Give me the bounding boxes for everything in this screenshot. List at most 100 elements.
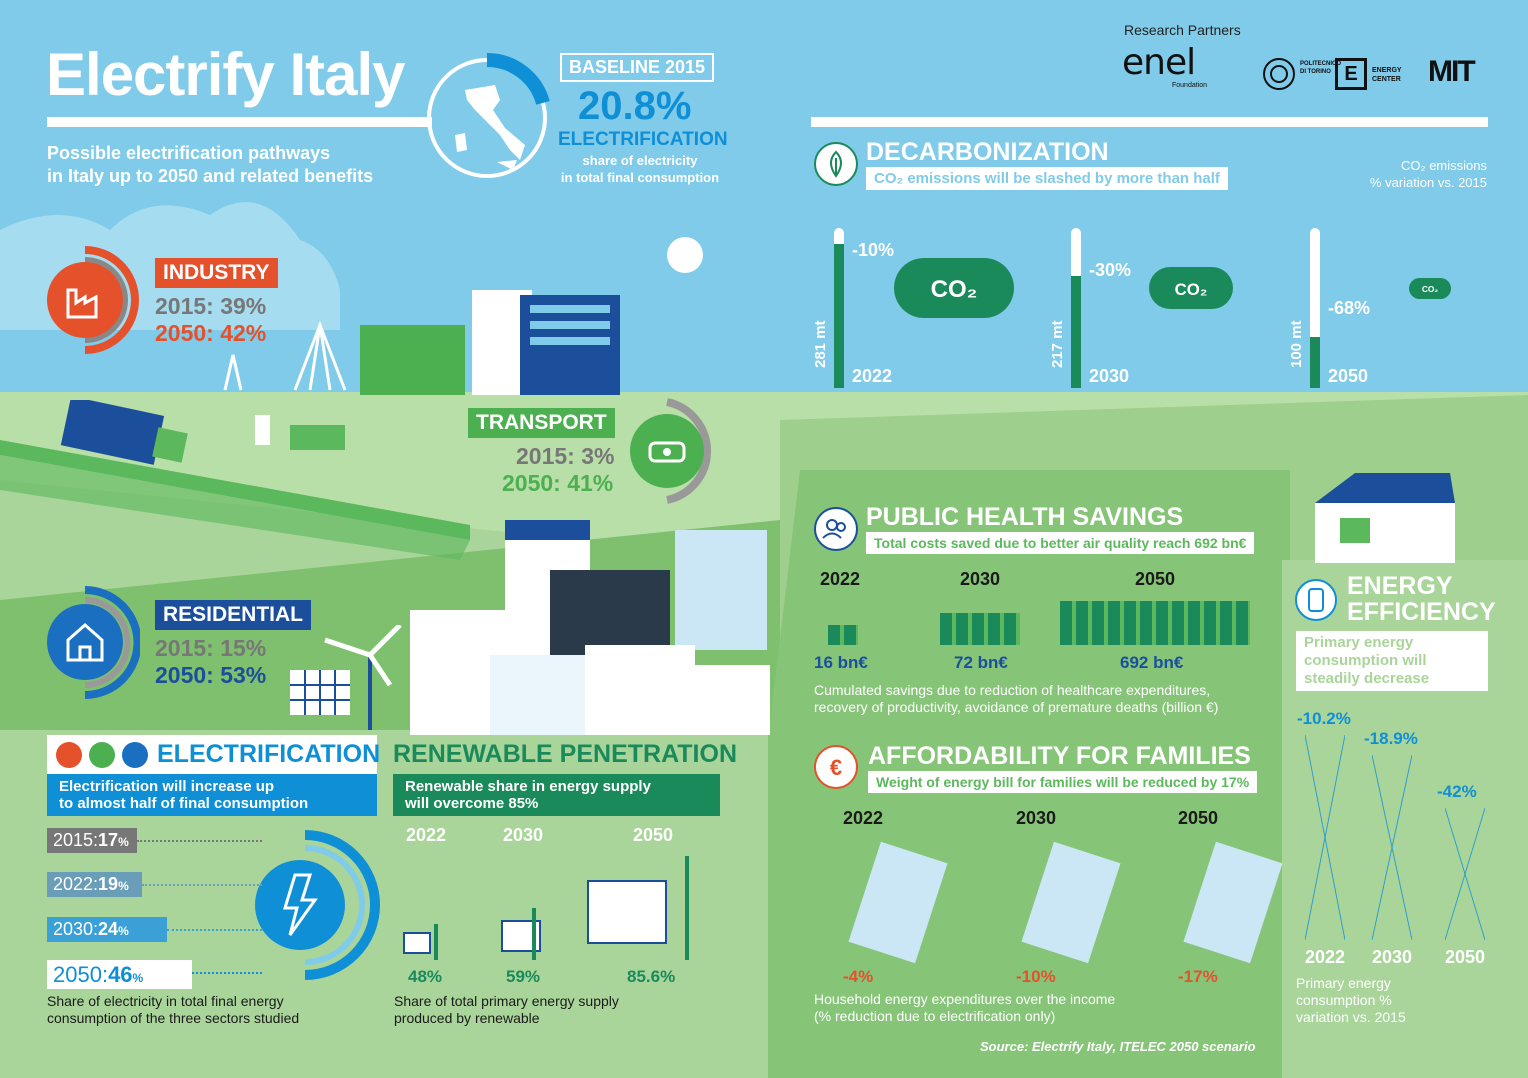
mit-logo: MIT: [1428, 55, 1476, 88]
transport-2015: 2015: 3%: [516, 443, 615, 469]
leaf-icon: [814, 142, 858, 186]
industry-2015: 2015: 39%: [155, 293, 267, 319]
health-value: 72 bn€: [954, 653, 1008, 672]
wind-turbine-icon: [532, 908, 536, 960]
efficiency-title: ENERGY EFFICIENCY: [1347, 572, 1496, 626]
health-year: 2030: [960, 569, 1001, 589]
health-value: 16 bn€: [814, 653, 868, 672]
money-stack-icon: [940, 613, 1020, 645]
energy-center-text: ENERGY CENTER: [1372, 67, 1402, 83]
battery-icon: [1295, 579, 1337, 621]
efficiency-spike-icon: [1372, 755, 1412, 940]
page-title: Electrify Italy: [46, 41, 406, 108]
renewable-value: 48%: [408, 967, 443, 986]
co2-bar-value: 217 mt: [1049, 320, 1066, 368]
electrification-row: 2050:46%: [47, 960, 192, 989]
co2-bar-fill: [834, 244, 844, 388]
baseline-desc: share of electricity in total final cons…: [560, 153, 720, 185]
co2-cloud-icon: [894, 258, 1014, 318]
electrification-row-value: 24: [98, 919, 119, 939]
afford-year: 2050: [1178, 808, 1219, 828]
health-subtitle: Total costs saved due to better air qual…: [866, 532, 1255, 554]
health-year: 2050: [1135, 569, 1176, 589]
afford-year: 2030: [1016, 808, 1057, 828]
polito-text: POLITECNICO DI TORINO: [1300, 61, 1342, 75]
co2-bar-year: 2022: [852, 366, 893, 386]
residential-2015: 2015: 15%: [155, 635, 267, 661]
decarb-title: DECARBONIZATION: [866, 138, 1109, 166]
co2-bar-pct: -10%: [852, 240, 895, 260]
enel-logo: enel: [1122, 42, 1196, 83]
energy-center-logo-icon: E: [1335, 58, 1367, 90]
electrification-gauge-icon: [255, 830, 380, 980]
transport-vehicles-illustration: [60, 400, 345, 465]
health-value: 692 bn€: [1120, 653, 1184, 672]
money-stack-icon: [828, 625, 858, 645]
efficiency-year: 2022: [1305, 947, 1346, 967]
sector-icons: [56, 742, 148, 768]
electrification-row-unit: %: [132, 971, 144, 985]
transport-gauge-icon: [630, 398, 712, 504]
decarb-subtitle: CO₂ emissions will be slashed by more th…: [866, 167, 1228, 190]
industry-label: INDUSTRY: [155, 258, 278, 288]
electrification-subtitle: Electrification will increase up to almo…: [47, 774, 377, 816]
industry-scene-illustration: [223, 290, 620, 395]
industry-2050: 2050: 42%: [155, 320, 267, 346]
afford-subtitle: Weight of energy bill for families will …: [868, 771, 1258, 793]
residential-2050: 2050: 53%: [155, 662, 267, 688]
co2-bar-pct: -68%: [1328, 298, 1371, 318]
electrification-title: ELECTRIFICATION: [157, 740, 381, 768]
renewable-year: 2030: [503, 825, 544, 845]
renewable-value: 85.6%: [627, 967, 676, 986]
co2-bar-value: 281 mt: [812, 320, 829, 368]
co2-bar-year: 2030: [1089, 366, 1130, 386]
baseline-value: 20.8%: [578, 84, 692, 128]
renewable-subtitle: Renewable share in energy supply will ov…: [393, 774, 720, 816]
residential-label: RESIDENTIAL: [155, 600, 312, 630]
efficiency-value: -18.9%: [1364, 729, 1418, 748]
industry-gauge-icon: [47, 246, 139, 354]
afford-year: 2022: [843, 808, 884, 828]
polito-seal-icon: [1263, 58, 1295, 90]
transport-2050: 2050: 41%: [502, 470, 614, 496]
efficiency-value: -42%: [1437, 782, 1477, 801]
efficiency-year: 2030: [1372, 947, 1413, 967]
co2-bar-fill: [1310, 337, 1320, 388]
efficiency-subtitle: Primary energy consumption will steadily…: [1296, 631, 1488, 691]
electrification-row-connector: [137, 840, 262, 842]
efficiency-note: Primary energy consumption % variation v…: [1296, 975, 1406, 1025]
co2-cloud-label: CO₂: [930, 276, 978, 303]
renewable-year: 2050: [633, 825, 674, 845]
electrification-row-unit: %: [118, 879, 129, 893]
residential-houses-illustration: [410, 520, 770, 735]
efficiency-year: 2050: [1445, 947, 1486, 967]
source-note: Source: Electrify Italy, ITELEC 2050 sce…: [980, 1039, 1256, 1054]
electrification-row-connector: [192, 972, 262, 974]
solar-and-wind-illustration: [290, 625, 402, 730]
renewable-note: Share of total primary energy supply pro…: [394, 993, 619, 1026]
people-icon: [814, 507, 858, 551]
baseline-label: BASELINE 2015: [560, 53, 715, 82]
co2-cloud-icon: [1149, 267, 1233, 309]
electrification-row-connector: [142, 884, 262, 886]
electrification-row: 2015:17%: [47, 828, 137, 853]
afford-value: -4%: [843, 967, 874, 986]
residential-gauge-icon: [47, 586, 140, 699]
efficiency-spike-icon: [1445, 808, 1485, 940]
electrification-row-value: 19: [98, 874, 119, 894]
renewable-year: 2022: [406, 825, 447, 845]
efficiency-spike-icon: [1305, 735, 1345, 940]
page-subtitle: Possible electrification pathways in Ita…: [47, 143, 374, 186]
health-title: PUBLIC HEALTH SAVINGS: [866, 503, 1184, 531]
co2-cloud-label: CO₂: [1421, 283, 1439, 294]
partners-label: Research Partners: [1124, 22, 1241, 38]
italy-map-icon: [427, 53, 550, 178]
baseline-metric: ELECTRIFICATION: [558, 129, 728, 150]
electrification-row-year: 2015:: [53, 830, 99, 850]
co2-bar-year: 2050: [1328, 366, 1369, 386]
co2-bar-fill: [1071, 276, 1081, 388]
decarb-legend: CO₂ emissions % variation vs. 2015: [1369, 158, 1487, 190]
electrification-row: 2030:24%: [47, 917, 167, 942]
renewable-value: 59%: [506, 967, 541, 986]
